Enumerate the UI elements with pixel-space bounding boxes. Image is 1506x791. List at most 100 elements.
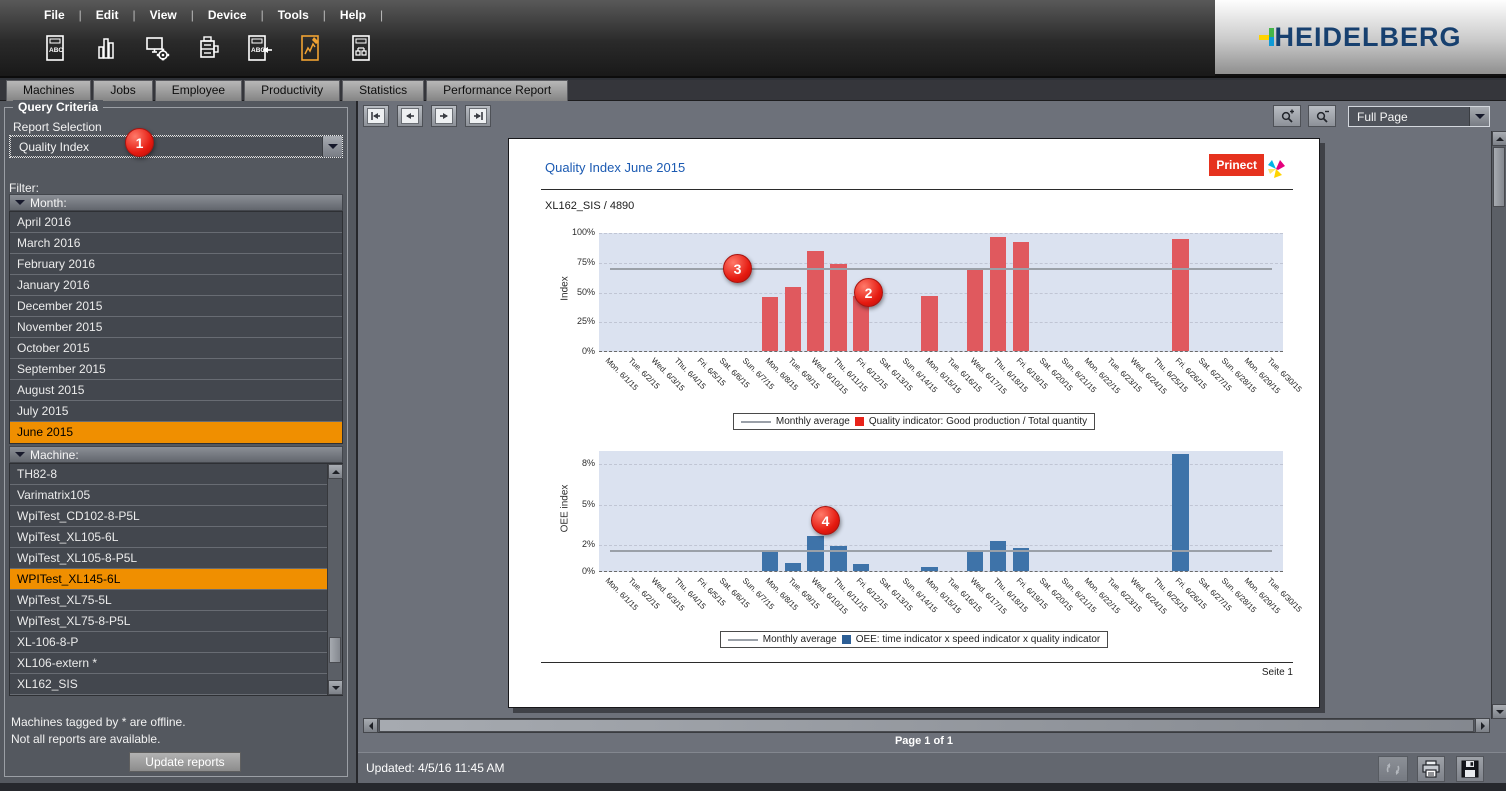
month-item[interactable]: January 2016 <box>10 275 342 296</box>
report-selection-value: Quality Index <box>10 136 322 157</box>
scroll-right-icon[interactable] <box>1475 718 1490 733</box>
device-network-report-icon[interactable] <box>344 30 378 68</box>
machine-item[interactable]: XL162_SIS <box>10 674 327 695</box>
machine-report-icon[interactable]: ABC <box>38 30 72 68</box>
oee-chart-legend: Monthly average OEE: time indicator x sp… <box>509 631 1319 648</box>
zoom-out-button[interactable] <box>1308 105 1336 127</box>
oee-indicator-legend-label: OEE: time indicator x speed indicator x … <box>855 634 1101 645</box>
viewer-horizontal-scrollbar[interactable] <box>363 718 1490 733</box>
scroll-down-icon[interactable] <box>1492 704 1506 719</box>
dropdown-arrow-icon[interactable] <box>1469 107 1489 126</box>
tab-performance-report[interactable]: Performance Report <box>426 80 569 101</box>
machine-item[interactable]: WpiTest_XL75-5L <box>10 590 327 611</box>
previous-page-button[interactable] <box>397 105 423 127</box>
machine-item[interactable]: WpiTest_XL75-8-P5L <box>10 611 327 632</box>
bar-thu-6-11-15 <box>830 545 847 571</box>
last-page-icon <box>469 108 487 124</box>
heidelberg-plus-icon <box>1259 28 1276 46</box>
month-item[interactable]: December 2015 <box>10 296 342 317</box>
machine-item[interactable]: Varimatrix105 <box>10 485 327 506</box>
monthly-average-legend-label: Monthly average <box>762 634 837 645</box>
dropdown-arrow-icon[interactable] <box>322 136 342 157</box>
y-tick-label: 50% <box>576 287 595 297</box>
menu-view[interactable]: View <box>149 8 177 22</box>
bar-chart-report-icon[interactable] <box>89 30 123 68</box>
next-page-button[interactable] <box>431 105 457 127</box>
viewer-vertical-scrollbar[interactable] <box>1491 131 1506 719</box>
tab-machines[interactable]: Machines <box>6 80 92 101</box>
menu-help[interactable]: Help <box>339 8 366 22</box>
month-list: April 2016 March 2016 February 2016 January… <box>9 211 343 444</box>
scroll-left-icon[interactable] <box>363 718 378 733</box>
month-item[interactable]: June 2015 <box>10 422 342 443</box>
monthly-average-line <box>610 267 1272 270</box>
report-page: Quality Index June 2015 Prinect XL162_SI… <box>508 138 1320 708</box>
bar-thu-6-18-15 <box>989 236 1007 351</box>
scroll-down-icon[interactable] <box>328 680 343 695</box>
scroll-up-icon[interactable] <box>328 464 343 479</box>
month-filter-header[interactable]: Month: <box>9 194 343 211</box>
menu-device[interactable]: Device <box>207 8 247 22</box>
tab-jobs[interactable]: Jobs <box>93 80 153 101</box>
bar-thu-6-11-15 <box>830 264 847 351</box>
callout-badge-3: 3 <box>723 254 752 283</box>
month-item[interactable]: November 2015 <box>10 317 342 338</box>
save-button[interactable] <box>1456 756 1484 782</box>
machine-item[interactable]: WpiTest_CD102-8-P5L <box>10 506 327 527</box>
next-page-icon <box>435 108 453 124</box>
quality-indicator-swatch <box>854 417 864 426</box>
zoom-in-button[interactable] <box>1273 105 1301 127</box>
callout-badge-1: 1 <box>125 128 154 157</box>
scrollbar-thumb[interactable] <box>329 637 341 663</box>
last-page-button[interactable] <box>465 105 491 127</box>
scrollbar-thumb[interactable] <box>1493 147 1505 207</box>
bar-wed-6-17-15 <box>967 550 984 571</box>
status-bar: Updated: 4/5/16 11:45 AM <box>358 752 1506 783</box>
month-item[interactable]: September 2015 <box>10 359 342 380</box>
month-item[interactable]: March 2016 <box>10 233 342 254</box>
machine-item[interactable]: TH82-8 <box>10 464 327 485</box>
press-device-icon[interactable] <box>191 30 225 68</box>
gridline <box>599 322 1283 323</box>
menu-tools[interactable]: Tools <box>277 8 309 22</box>
menu-edit[interactable]: Edit <box>95 8 119 22</box>
tab-productivity[interactable]: Productivity <box>244 80 341 101</box>
quality-chart-legend: Monthly average Quality indicator: Good … <box>509 413 1319 430</box>
update-reports-button[interactable]: Update reports <box>129 752 241 772</box>
oee-chart-plot: Mon. 6/1/15 Tue. 6/2/15 Wed. 6/3/15 Thu. 6/… <box>599 451 1303 616</box>
y-tick-label: 8% <box>581 458 595 468</box>
zoom-level-dropdown[interactable]: Full Page <box>1348 106 1490 127</box>
callout-badge-2: 2 <box>854 278 883 307</box>
machine-item[interactable]: WpiTest_XL105-8-P5L <box>10 548 327 569</box>
bar-fri-6-12-15 <box>853 564 870 571</box>
menu-separator: | <box>78 8 82 22</box>
bar-mon-6-15-15 <box>921 567 938 571</box>
previous-page-icon <box>401 108 419 124</box>
performance-report-icon[interactable] <box>293 30 327 68</box>
month-item[interactable]: April 2016 <box>10 212 342 233</box>
system-settings-icon[interactable] <box>140 30 174 68</box>
machine-item[interactable]: XL106-extern * <box>10 653 327 674</box>
refresh-button[interactable] <box>1378 756 1408 782</box>
machine-item[interactable]: WPITest_XL145-6L <box>10 569 327 590</box>
offline-note-line1: Machines tagged by * are offline. <box>11 715 186 729</box>
print-button[interactable] <box>1417 756 1445 782</box>
month-item[interactable]: August 2015 <box>10 380 342 401</box>
bar-mon-6-15-15 <box>921 296 938 351</box>
month-item[interactable]: October 2015 <box>10 338 342 359</box>
month-item[interactable]: July 2015 <box>10 401 342 422</box>
report-import-icon[interactable]: ABC <box>242 30 276 68</box>
machine-list-scrollbar[interactable] <box>327 464 343 695</box>
report-selection-dropdown[interactable]: Quality Index <box>9 135 343 158</box>
tab-statistics[interactable]: Statistics <box>342 80 425 101</box>
machine-filter-header[interactable]: Machine: <box>9 446 343 463</box>
menu-file[interactable]: File <box>44 8 65 22</box>
month-item[interactable]: February 2016 <box>10 254 342 275</box>
tab-employee[interactable]: Employee <box>154 80 243 101</box>
scroll-up-icon[interactable] <box>1492 131 1506 146</box>
scrollbar-thumb[interactable] <box>379 719 1474 732</box>
machine-item[interactable]: WpiTest_XL105-6L <box>10 527 327 548</box>
machine-list: TH82-8 Varimatrix105 WpiTest_CD102-8-P5L Wp… <box>9 463 343 696</box>
first-page-button[interactable] <box>363 105 389 127</box>
machine-item[interactable]: XL-106-8-P <box>10 632 327 653</box>
